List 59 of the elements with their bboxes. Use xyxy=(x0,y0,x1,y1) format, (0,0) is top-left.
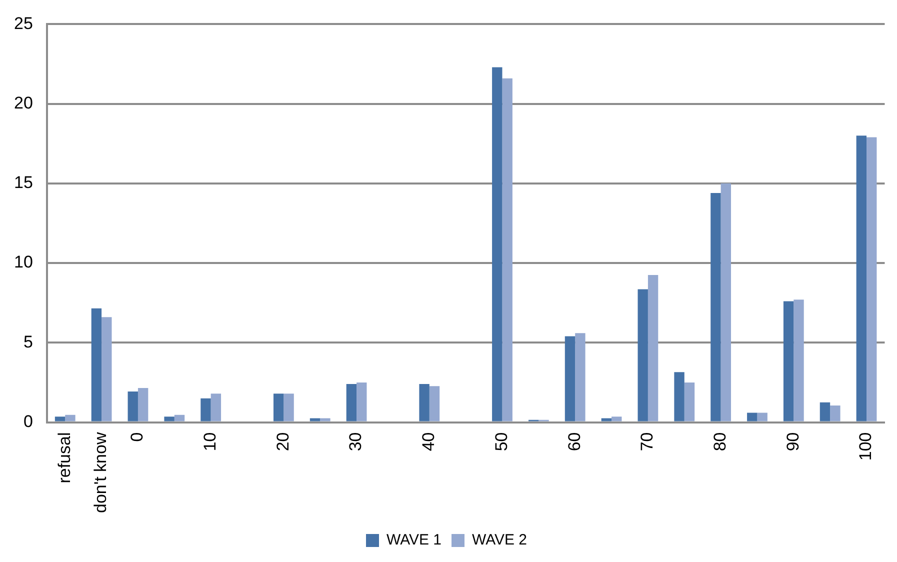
bar xyxy=(419,384,430,422)
bar xyxy=(502,78,512,422)
bar xyxy=(794,300,804,422)
y-tick-label: 10 xyxy=(14,252,33,272)
bar xyxy=(720,183,732,422)
bar xyxy=(54,416,66,422)
x-tick-label: 0 xyxy=(128,432,147,442)
bar xyxy=(747,412,758,422)
bar xyxy=(174,414,185,422)
bar xyxy=(102,317,112,422)
bar xyxy=(492,67,502,422)
bar xyxy=(710,192,721,422)
bar xyxy=(138,388,148,422)
x-tick-label: refusal xyxy=(54,432,74,484)
x-tick-label: 100 xyxy=(856,432,876,461)
x-tick-label: 40 xyxy=(419,432,438,452)
x-tick-label: 30 xyxy=(346,432,366,452)
bar xyxy=(648,274,658,422)
bar xyxy=(273,394,284,422)
x-tick-label: 20 xyxy=(273,432,292,452)
x-tick-label: don't know xyxy=(91,432,110,514)
bar xyxy=(684,382,695,422)
legend-label: WAVE 1 xyxy=(386,532,442,549)
bar xyxy=(320,418,330,422)
bar xyxy=(128,392,138,422)
y-tick-label: 25 xyxy=(14,14,33,33)
y-tick-label: 5 xyxy=(23,332,33,352)
bar xyxy=(757,412,768,422)
bar xyxy=(856,136,867,422)
y-tick-label: 20 xyxy=(14,94,33,112)
bar xyxy=(564,336,576,422)
bar xyxy=(783,301,794,422)
bar xyxy=(866,137,877,422)
bar xyxy=(200,398,211,422)
bar xyxy=(356,382,367,422)
bar xyxy=(164,416,174,422)
legend-label: WAVE 2 xyxy=(472,532,528,549)
x-tick-label: 80 xyxy=(710,432,730,452)
bar xyxy=(429,386,440,422)
bar xyxy=(575,333,586,422)
bar xyxy=(91,308,102,422)
bar xyxy=(674,372,684,422)
bar xyxy=(65,414,76,422)
bar xyxy=(830,406,840,422)
x-tick-label: 10 xyxy=(200,432,220,452)
y-tick-label: 15 xyxy=(14,173,33,192)
bar xyxy=(601,418,612,422)
bar xyxy=(346,384,357,422)
bar xyxy=(210,394,222,422)
bar xyxy=(284,394,294,422)
x-tick-label: 60 xyxy=(564,432,584,452)
x-tick-label: 90 xyxy=(783,432,802,452)
x-tick-label: 70 xyxy=(638,432,657,452)
bar xyxy=(612,416,622,422)
bar xyxy=(638,289,648,422)
y-tick-label: 0 xyxy=(23,412,33,431)
bar xyxy=(820,402,830,422)
x-tick-label: 50 xyxy=(492,432,511,452)
bar xyxy=(310,418,320,422)
